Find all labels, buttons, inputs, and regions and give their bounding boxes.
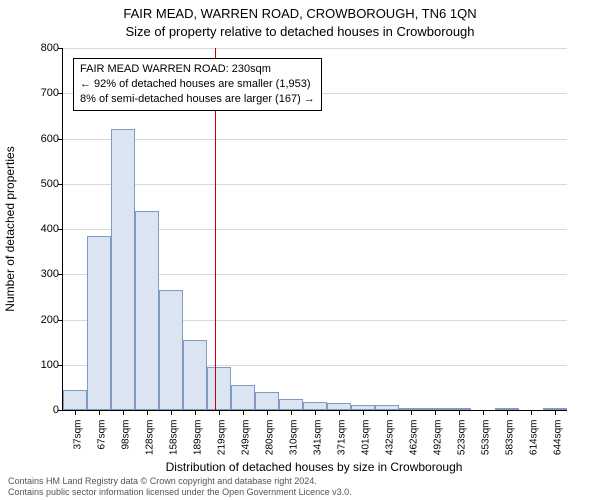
x-tick-mark — [171, 410, 172, 415]
x-tick-mark — [507, 410, 508, 415]
y-tick-label: 300 — [27, 268, 59, 280]
x-tick-mark — [75, 410, 76, 415]
x-tick-mark — [291, 410, 292, 415]
x-tick-mark — [219, 410, 220, 415]
histogram-bar — [207, 367, 231, 410]
x-tick-mark — [147, 410, 148, 415]
y-tick-label: 0 — [27, 404, 59, 416]
histogram-bar — [303, 402, 327, 410]
y-tick-label: 100 — [27, 359, 59, 371]
annotation-line-1: FAIR MEAD WARREN ROAD: 230sqm — [80, 62, 315, 77]
histogram-bar — [279, 399, 303, 410]
chart-title-address: FAIR MEAD, WARREN ROAD, CROWBOROUGH, TN6… — [0, 6, 600, 21]
x-tick-mark — [339, 410, 340, 415]
footer-attribution: Contains HM Land Registry data © Crown c… — [8, 476, 352, 498]
histogram-bar — [63, 390, 87, 410]
x-tick-mark — [411, 410, 412, 415]
x-tick-mark — [243, 410, 244, 415]
histogram-bar — [255, 392, 279, 410]
y-tick-label: 600 — [27, 133, 59, 145]
x-axis-label: Distribution of detached houses by size … — [62, 460, 566, 474]
x-tick-mark — [435, 410, 436, 415]
annotation-box: FAIR MEAD WARREN ROAD: 230sqm ← 92% of d… — [73, 58, 322, 111]
x-tick-mark — [315, 410, 316, 415]
y-tick-label: 700 — [27, 87, 59, 99]
footer-line-2: Contains public sector information licen… — [8, 487, 352, 498]
gridline — [63, 184, 567, 185]
footer-line-1: Contains HM Land Registry data © Crown c… — [8, 476, 352, 487]
x-tick-mark — [555, 410, 556, 415]
x-tick-mark — [267, 410, 268, 415]
annotation-line-2: ← 92% of detached houses are smaller (1,… — [80, 77, 315, 92]
annotation-line-3: 8% of semi-detached houses are larger (1… — [80, 92, 315, 107]
x-tick-mark — [459, 410, 460, 415]
histogram-bar — [159, 290, 183, 410]
chart-title-description: Size of property relative to detached ho… — [0, 24, 600, 39]
histogram-bar — [111, 129, 135, 410]
gridline — [63, 139, 567, 140]
property-size-histogram: FAIR MEAD, WARREN ROAD, CROWBOROUGH, TN6… — [0, 0, 600, 500]
histogram-bar — [183, 340, 207, 410]
y-tick-label: 800 — [27, 42, 59, 54]
histogram-bar — [327, 403, 351, 410]
y-tick-label: 500 — [27, 178, 59, 190]
x-tick-mark — [123, 410, 124, 415]
x-tick-mark — [483, 410, 484, 415]
x-tick-mark — [99, 410, 100, 415]
x-tick-mark — [363, 410, 364, 415]
y-tick-label: 400 — [27, 223, 59, 235]
histogram-bar — [231, 385, 255, 410]
y-tick-label: 200 — [27, 314, 59, 326]
y-axis-label: Number of detached properties — [3, 146, 17, 311]
x-tick-mark — [387, 410, 388, 415]
histogram-bar — [135, 211, 159, 410]
gridline — [63, 48, 567, 49]
x-tick-mark — [195, 410, 196, 415]
plot-area: 010020030040050060070080037sqm67sqm98sqm… — [62, 48, 567, 411]
histogram-bar — [87, 236, 111, 410]
x-tick-mark — [531, 410, 532, 415]
